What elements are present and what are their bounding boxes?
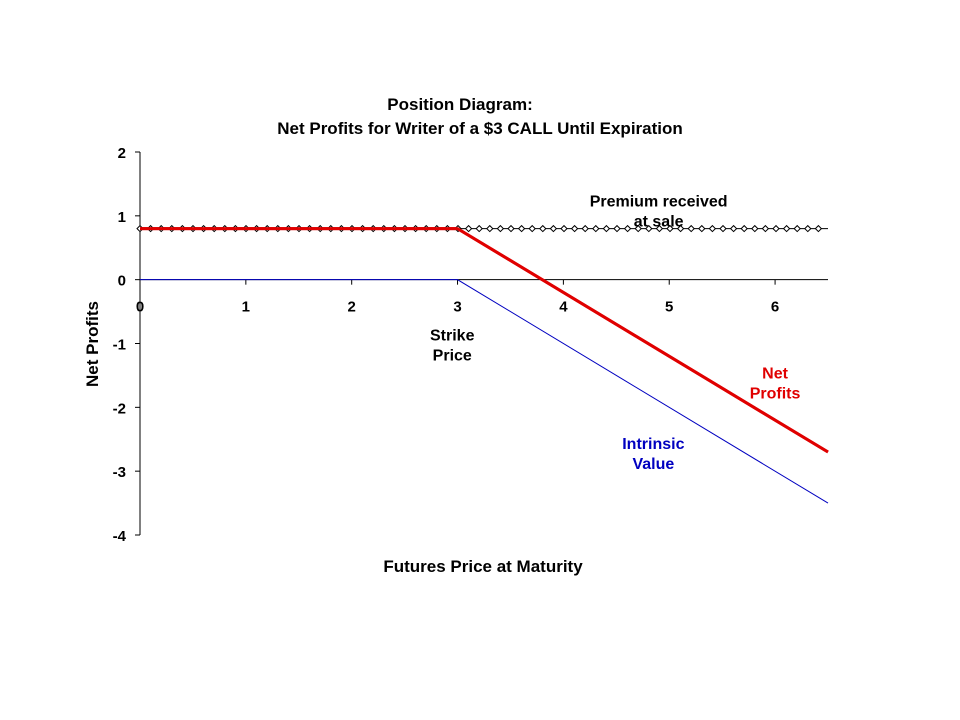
annotation-premium-line-1: Premium received [590,193,728,210]
premium-marker [539,224,547,233]
x-tick-label: 6 [771,299,779,316]
premium-marker [761,224,770,233]
premium-marker [592,224,600,233]
premium-marker [507,224,515,233]
plot-area: 2 1 0 -1 -2 -3 -4 0 1 2 3 4 5 6 Premium received at sal… [113,145,829,545]
premium-marker [464,224,473,233]
premium-marker [751,224,759,233]
premium-marker [740,224,748,233]
x-tick-label: 4 [559,299,568,316]
y-tick-label: -1 [113,337,126,354]
premium-marker [708,224,717,233]
annotation-net-line-1: Net [762,366,788,383]
y-tick-label: 0 [118,273,126,290]
premium-marker [581,224,589,233]
premium-marker [698,224,706,233]
annotation-premium-line-2: at sale [634,213,684,230]
premium-marker [687,224,695,233]
y-tick-label: 1 [118,209,126,226]
chart-title-line-1: Position Diagram: [387,95,532,114]
premium-marker [496,224,505,233]
y-axis-title: Net Profits [83,301,102,387]
premium-marker [613,224,621,233]
annotation-strike-line-2: Price [433,347,472,364]
y-tick-label: -4 [113,528,127,545]
x-tick-label: 5 [665,299,673,316]
premium-marker [719,224,727,233]
chart-title-line-2: Net Profits for Writer of a $3 CALL Unti… [277,119,683,138]
premium-marker [486,224,494,233]
annotation-intrinsic-line-2: Value [632,456,674,473]
premium-marker [549,224,558,233]
y-tick-label: -2 [113,400,126,417]
annotation-strike-line-1: Strike [430,327,475,344]
intrinsic-value-line [140,279,829,504]
premium-marker [517,224,526,233]
premium-marker [772,224,780,233]
annotation-net-line-2: Profits [750,386,801,403]
premium-marker [560,224,568,233]
x-tick-label: 0 [136,299,144,316]
x-axis-title: Futures Price at Maturity [383,557,583,576]
x-tick-label: 2 [348,299,356,316]
premium-marker [602,224,611,233]
premium-marker [655,224,664,233]
premium-marker [729,224,738,233]
premium-marker [814,224,823,233]
premium-marker [570,224,579,233]
y-tick-label: 2 [118,145,126,162]
premium-marker [623,224,632,233]
premium-marker [528,224,536,233]
x-tick-label: 1 [242,299,250,316]
premium-marker [666,224,674,233]
premium-marker [676,224,685,233]
x-tick-label: 3 [453,299,461,316]
annotation-intrinsic-line-1: Intrinsic [622,436,684,453]
premium-marker [475,224,483,233]
net-profits-line-overlay [140,227,829,454]
premium-marker [793,224,801,233]
premium-marker [782,224,791,233]
y-tick-label: -3 [113,464,126,481]
net-profits-line [140,227,829,454]
premium-marker [645,224,653,233]
premium-marker [804,224,812,233]
premium-marker [634,224,642,233]
